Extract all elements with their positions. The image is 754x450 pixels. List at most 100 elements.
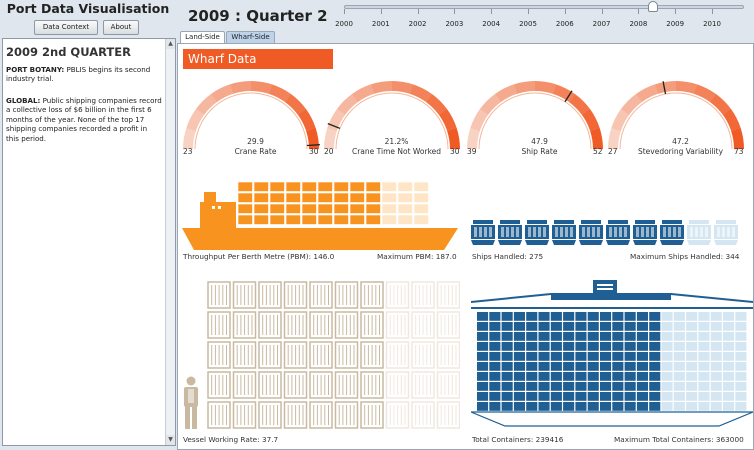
timeline-year-label[interactable]: 2009 — [666, 20, 685, 28]
vessel-container — [207, 281, 231, 309]
vessel-container — [207, 341, 231, 369]
container-block — [587, 322, 599, 331]
ship-container — [333, 181, 349, 192]
container-block — [624, 342, 636, 351]
ship-container — [397, 214, 413, 225]
gauge-dial — [324, 81, 460, 150]
container-block — [526, 392, 538, 401]
timeline-year-label[interactable]: 2010 — [703, 20, 721, 28]
vessel-container — [436, 341, 460, 369]
tab-land-side[interactable]: Land-Side — [180, 31, 225, 43]
timeline-year-label[interactable]: 2007 — [592, 20, 611, 28]
container-block — [723, 332, 735, 341]
container-block — [673, 342, 685, 351]
container-block — [612, 382, 624, 391]
vessel-container — [232, 371, 257, 399]
container-block — [538, 342, 550, 351]
container-block — [735, 342, 747, 351]
container-block — [710, 342, 722, 351]
timeline-year-label[interactable]: 2005 — [519, 20, 537, 28]
container-block — [575, 382, 587, 391]
ship-container — [413, 181, 429, 192]
timeline-year-label[interactable]: 2004 — [482, 20, 501, 28]
container-block — [477, 372, 489, 381]
container-block — [526, 352, 538, 361]
timeline-slider[interactable] — [344, 5, 744, 9]
timeline-tick — [601, 9, 603, 14]
vessel-container — [360, 281, 384, 309]
gauge-band — [608, 127, 621, 149]
vessel-container — [283, 371, 308, 399]
container-block — [587, 372, 599, 381]
vessel-container — [258, 311, 282, 339]
gauge-band — [470, 108, 489, 132]
container-terminal-icon — [471, 280, 753, 427]
vessel-container — [232, 311, 257, 339]
container-block — [673, 322, 685, 331]
vessel-container — [360, 371, 384, 399]
container-block — [587, 312, 599, 321]
container-block — [673, 392, 685, 401]
ship-icon — [471, 220, 495, 245]
container-block — [587, 342, 599, 351]
data-context-button[interactable]: Data Context — [34, 20, 98, 35]
ship-container — [349, 181, 365, 192]
container-block — [661, 342, 673, 351]
wharf-panel: Wharf Data 29.9 Crane Rate 23 30 21.2% Crane … — [177, 43, 754, 450]
tab-wharf-side[interactable]: Wharf-Side — [226, 31, 275, 43]
ship-container — [381, 192, 397, 203]
container-block — [575, 322, 587, 331]
container-block — [563, 342, 575, 351]
container-block — [661, 372, 673, 381]
container-block — [477, 322, 489, 331]
gauge-band — [186, 108, 205, 132]
vessel-container — [411, 401, 435, 429]
scroll-up-icon[interactable]: ▲ — [166, 39, 175, 49]
ships-handled-icons — [471, 220, 738, 245]
vessel-container — [309, 371, 333, 399]
container-block — [600, 352, 612, 361]
timeline-year-label[interactable]: 2008 — [629, 20, 648, 28]
about-button[interactable]: About — [103, 20, 139, 35]
gauge-dial — [183, 81, 320, 150]
gauge-min: 39 — [467, 147, 477, 156]
vessel-container — [436, 311, 460, 339]
container-block — [735, 352, 747, 361]
container-block — [526, 362, 538, 371]
timeline-year-label[interactable]: 2006 — [555, 20, 574, 28]
vessel-container — [436, 401, 460, 429]
vessel-container — [385, 311, 410, 339]
container-block — [723, 312, 735, 321]
container-block — [636, 312, 648, 321]
container-block — [624, 322, 636, 331]
timeline-year-label[interactable]: 2000 — [335, 20, 353, 28]
container-block — [612, 312, 624, 321]
container-block — [587, 332, 599, 341]
scroll-down-icon[interactable]: ▼ — [166, 435, 175, 445]
container-block — [735, 312, 747, 321]
container-block — [673, 372, 685, 381]
container-block — [698, 342, 710, 351]
timeline-year-label[interactable]: 2001 — [371, 20, 390, 28]
timeline-year-label[interactable]: 2003 — [445, 20, 464, 28]
container-block — [563, 372, 575, 381]
context-panel[interactable]: 2009 2nd QUARTER PORT BOTANY: PBLIS begi… — [2, 38, 176, 446]
container-block — [538, 312, 550, 321]
vessel-container — [334, 341, 359, 369]
container-block — [489, 362, 501, 371]
vessel-container — [232, 281, 257, 309]
gauge-band — [636, 84, 659, 103]
container-block — [501, 382, 513, 391]
scrollbar[interactable]: ▲ ▼ — [165, 39, 175, 445]
container-block — [550, 342, 562, 351]
container-block — [600, 382, 612, 391]
container-block — [624, 402, 636, 411]
container-block — [489, 352, 501, 361]
container-block — [563, 382, 575, 391]
timeline-slider-handle[interactable] — [648, 1, 659, 12]
container-block — [501, 402, 513, 411]
vessel-container — [360, 341, 384, 369]
timeline-year-label[interactable]: 2002 — [408, 20, 427, 28]
vessel-container — [207, 401, 231, 429]
gauge: 29.9 Crane Rate 23 30 — [183, 78, 328, 203]
